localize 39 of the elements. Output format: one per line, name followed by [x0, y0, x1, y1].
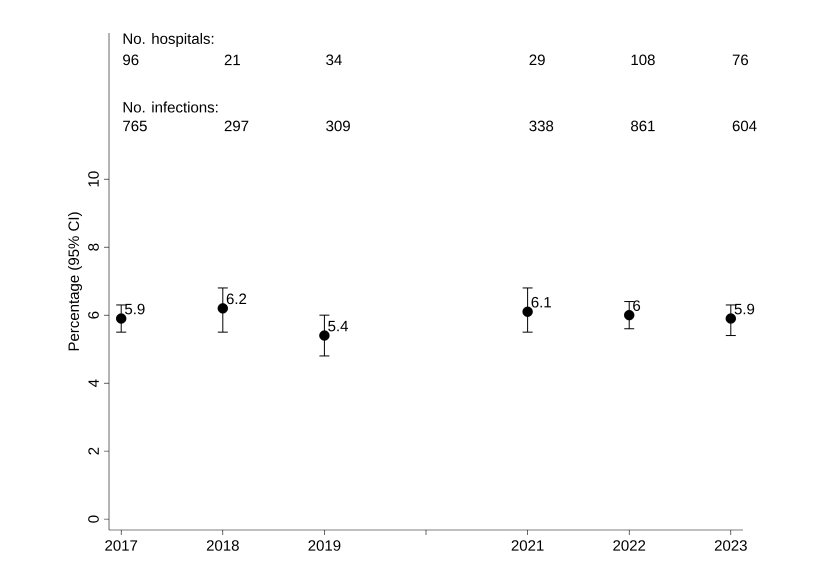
annotation: 108: [632, 54, 655, 66]
point: [319, 330, 330, 341]
y-tick-label: 4: [88, 379, 99, 387]
annotation: No. hospitals:: [124, 32, 214, 47]
annotation: 604: [732, 120, 757, 132]
y-tick-label: 8: [88, 244, 99, 251]
x-tick-label: 2021: [512, 540, 544, 551]
annotation: 765: [123, 120, 147, 132]
y-axis-title: Percentage (95% CI): [68, 212, 82, 350]
x-tick-label: 2018: [206, 540, 239, 551]
annotation: 297: [224, 120, 248, 132]
data-label: 6.1: [532, 296, 551, 308]
point: [116, 313, 126, 324]
x-tick-label: 2019: [308, 540, 340, 551]
y-tick-label: 10: [88, 171, 99, 186]
annotation: 338: [529, 120, 554, 132]
annotation: 861: [631, 120, 655, 132]
annotation: 29: [530, 54, 545, 66]
annotation: 21: [224, 54, 240, 66]
data-label: 5.4: [328, 320, 348, 332]
point: [522, 306, 533, 317]
x-tick-label: 2023: [714, 540, 747, 551]
annotation: No. infections:: [124, 102, 218, 113]
x-tick-label: 2022: [613, 540, 646, 551]
annotation: 76: [732, 54, 748, 66]
data-label: 5.9: [124, 304, 145, 314]
x-tick-label: 2017: [105, 540, 138, 551]
y-tick-label: 0: [88, 516, 99, 523]
data-label: 5.9: [734, 304, 754, 314]
point: [726, 313, 736, 324]
annotation: 309: [326, 120, 350, 132]
y-tick-label: 2: [88, 448, 99, 455]
data-label: 6.2: [226, 294, 246, 304]
y-tick-label: 6: [88, 312, 99, 319]
point: [218, 303, 228, 314]
annotation: 34: [326, 54, 342, 66]
annotation: 96: [123, 54, 138, 66]
data-label: 6: [633, 300, 640, 311]
point: [624, 310, 634, 320]
